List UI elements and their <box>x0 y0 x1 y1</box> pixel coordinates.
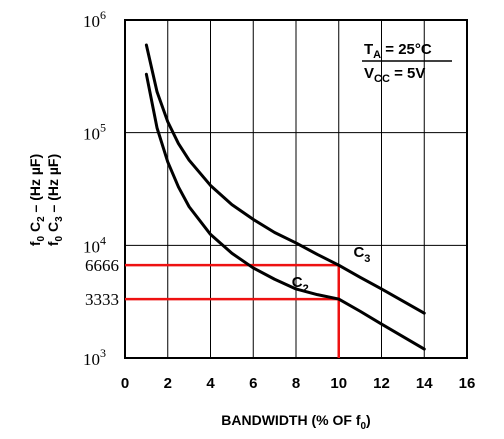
condition-annotation: TA = 25°C VCC = 5V <box>362 41 452 85</box>
series-labels: C3 C2 <box>292 244 371 295</box>
reference-labels: 6666 3333 <box>85 256 119 309</box>
x-tick-12: 12 <box>373 375 390 392</box>
x-tick-4: 4 <box>206 375 215 392</box>
reference-label-3333: 3333 <box>85 290 119 309</box>
y-axis-label-line1: f0 C2 – (Hz µF) <box>27 154 47 246</box>
x-tick-6: 6 <box>249 375 257 392</box>
supply-voltage-label: VCC = 5V <box>364 65 425 85</box>
x-axis-label: BANDWIDTH (% OF f0) <box>221 412 370 432</box>
series-label-c2: C2 <box>292 274 309 295</box>
x-tick-10: 10 <box>330 375 347 392</box>
curves <box>144 43 426 351</box>
curve-c3 <box>144 43 426 315</box>
x-tick-14: 14 <box>416 375 433 392</box>
x-tick-0: 0 <box>121 375 129 392</box>
y-axis-label-c2: f0 C2 – (Hz µF) <box>27 154 47 246</box>
y-axis-label-c3: f0 C3 – (Hz µF) <box>45 154 65 246</box>
x-tick-labels: 0 2 4 6 8 10 12 14 16 <box>121 375 476 392</box>
temperature-label: TA = 25°C <box>364 41 432 61</box>
y-tick-1000000: 106 <box>83 8 106 31</box>
x-tick-8: 8 <box>292 375 300 392</box>
y-tick-labels: 103 104 105 106 <box>83 8 106 369</box>
series-label-c3: C3 <box>353 244 370 265</box>
y-tick-1000: 103 <box>83 346 106 369</box>
curve-c2 <box>144 72 426 351</box>
plot-frame <box>124 19 468 359</box>
x-tick-16: 16 <box>459 375 476 392</box>
x-tick-2: 2 <box>164 375 172 392</box>
reference-label-6666: 6666 <box>85 256 119 275</box>
y-tick-10000: 104 <box>83 233 106 256</box>
grid <box>125 20 467 358</box>
reference-lines <box>125 263 340 358</box>
y-tick-100000: 105 <box>83 121 106 144</box>
y-axis-label-line2: f0 C3 – (Hz µF) <box>45 154 65 246</box>
